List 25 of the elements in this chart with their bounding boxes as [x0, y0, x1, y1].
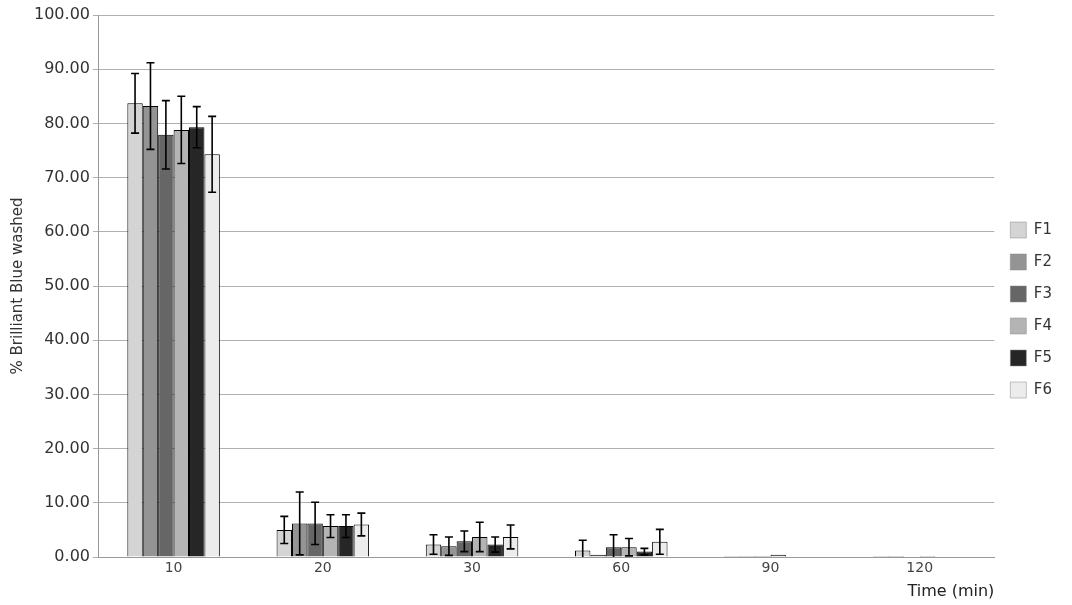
x-tick-label: 60 — [612, 559, 631, 576]
y-tick-label: 50.00 — [44, 275, 90, 295]
y-tick-label: 80.00 — [44, 112, 90, 132]
y-axis-title: % Brilliant Blue washed — [7, 197, 26, 375]
legend-label: F4 — [1033, 315, 1052, 334]
y-tick-label: 100.00 — [34, 4, 90, 24]
y-tick-label: 40.00 — [44, 329, 90, 349]
y-tick-label: 70.00 — [44, 166, 90, 186]
x-tick-label: 30 — [463, 559, 481, 576]
x-tick-label: 20 — [313, 559, 332, 576]
x-tick-label: 120 — [906, 559, 934, 576]
y-tick-label: 0.00 — [54, 546, 90, 566]
x-axis-title: Time (min) — [906, 580, 995, 600]
y-tick-label: 90.00 — [44, 58, 90, 78]
legend-label: F3 — [1033, 283, 1052, 302]
legend-label: F5 — [1033, 347, 1052, 366]
y-tick-label: 60.00 — [44, 220, 90, 240]
legend-label: F1 — [1033, 219, 1052, 238]
legend-label: F6 — [1033, 379, 1052, 398]
x-tick-label: 90 — [761, 559, 780, 576]
legend-label: F2 — [1033, 251, 1052, 270]
y-tick-label: 10.00 — [44, 491, 90, 511]
y-tick-label: 20.00 — [44, 437, 90, 457]
x-tick-label: 10 — [164, 559, 183, 576]
y-tick-label: 30.00 — [44, 383, 90, 403]
